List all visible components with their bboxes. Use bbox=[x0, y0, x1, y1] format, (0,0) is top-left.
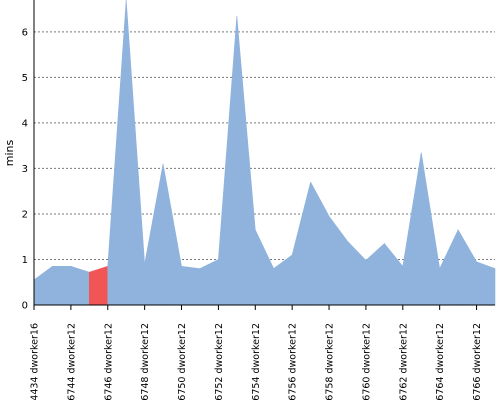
y-tick-label: 5 bbox=[22, 73, 28, 84]
area-segment bbox=[291, 182, 311, 306]
x-tick-label: #6744 dworker12 bbox=[66, 323, 77, 400]
area-segment bbox=[33, 265, 53, 306]
x-tick-label: #6752 dworker12 bbox=[214, 323, 225, 400]
axes bbox=[33, 0, 495, 306]
area-segment bbox=[181, 265, 201, 306]
y-tick-label: 6 bbox=[22, 27, 28, 38]
area-segment bbox=[420, 152, 440, 306]
y-tick-label: 1 bbox=[22, 255, 28, 266]
area-segment bbox=[384, 242, 404, 306]
area-segment bbox=[402, 152, 422, 306]
x-tick-labels: #4434 dworker16 #6744 dworker12 #6746 dwor… bbox=[30, 305, 483, 400]
y-axis-label: mins bbox=[3, 139, 16, 166]
x-tick-label: #6764 dworker12 bbox=[435, 323, 446, 400]
y-tick-label: 0 bbox=[22, 301, 28, 312]
y-tick-label: 4 bbox=[22, 118, 28, 129]
area-segment bbox=[199, 258, 219, 306]
area-segment bbox=[218, 15, 238, 306]
area-segment bbox=[144, 163, 164, 306]
area-segment bbox=[254, 229, 275, 306]
x-tick-label: #6750 dworker12 bbox=[177, 323, 188, 400]
x-tick-label: #6746 dworker12 bbox=[103, 323, 114, 400]
x-tick-label: #6760 dworker12 bbox=[361, 323, 372, 400]
area-segment bbox=[347, 240, 367, 306]
x-tick-label: #6766 dworker12 bbox=[472, 323, 483, 400]
x-tick-label: #6756 dworker12 bbox=[288, 323, 299, 400]
area-segment bbox=[236, 15, 256, 306]
area-segment bbox=[476, 261, 496, 306]
y-tick-labels: 0 1 2 3 4 5 6 bbox=[22, 27, 28, 311]
y-tick-label: 3 bbox=[22, 164, 28, 175]
area-segment bbox=[310, 181, 330, 306]
x-tick-label: #6762 dworker12 bbox=[398, 323, 409, 400]
area-segment bbox=[273, 254, 293, 306]
y-tick-label: 2 bbox=[22, 209, 28, 220]
area-segment bbox=[439, 229, 459, 306]
x-tick-label: #6748 dworker12 bbox=[140, 323, 151, 400]
x-tick-label: #6758 dworker12 bbox=[325, 323, 336, 400]
area-segment bbox=[70, 265, 90, 306]
x-tick-label: #6754 dworker12 bbox=[251, 323, 262, 400]
area-segment bbox=[107, 0, 127, 306]
area-segment bbox=[125, 0, 145, 306]
area-segment bbox=[52, 266, 72, 306]
area-segment bbox=[365, 242, 385, 306]
highlighted-area-segment bbox=[89, 265, 109, 306]
area-segment bbox=[162, 163, 182, 306]
area-series bbox=[33, 0, 496, 306]
x-tick-label: #4434 dworker16 bbox=[30, 323, 41, 400]
area-segment bbox=[457, 228, 477, 306]
area-segment bbox=[328, 215, 348, 306]
